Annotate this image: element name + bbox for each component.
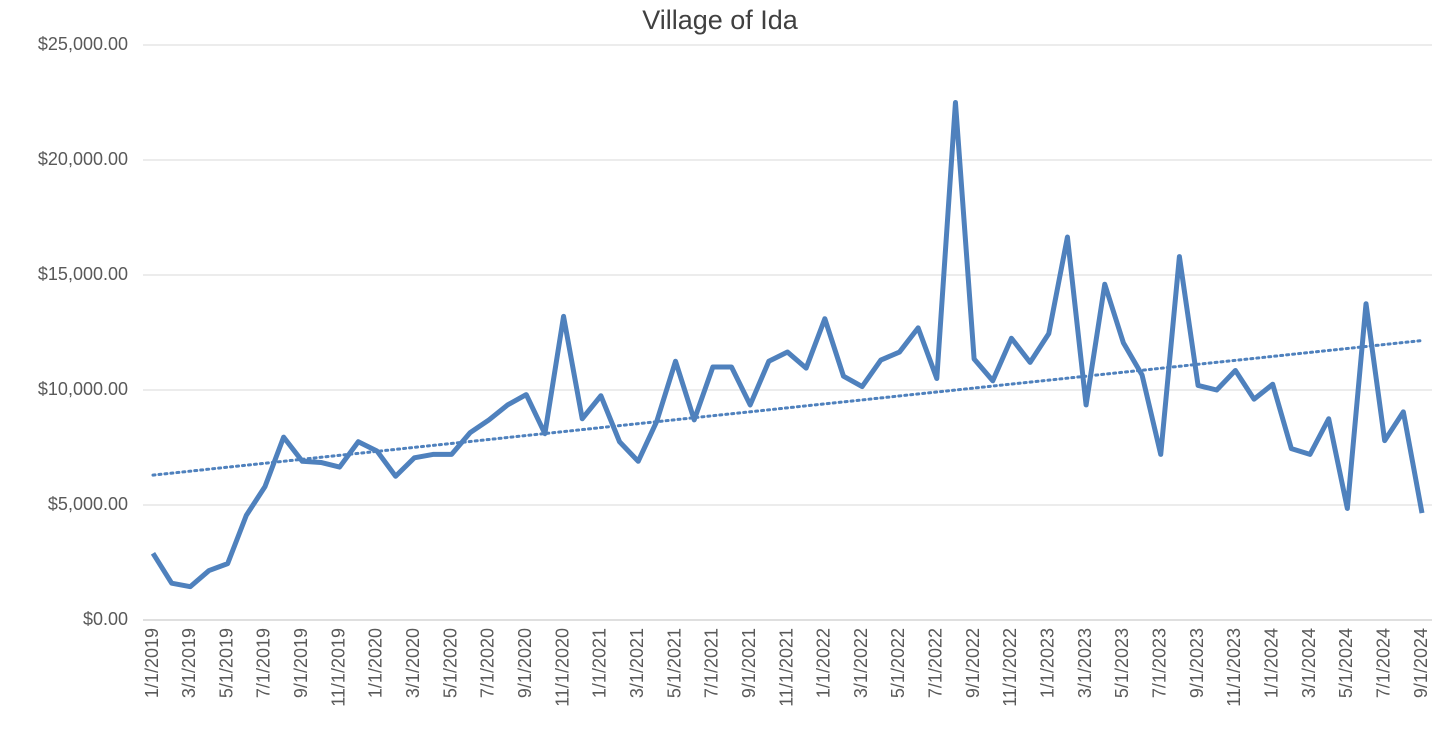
series-line — [150, 100, 1425, 590]
y-tick-label: $5,000.00 — [48, 494, 128, 514]
x-tick-label: 1/1/2022 — [814, 628, 834, 698]
x-tick-label: 5/1/2023 — [1112, 628, 1132, 698]
x-tick-label: 7/1/2024 — [1373, 628, 1393, 698]
x-tick-label: 5/1/2020 — [440, 628, 460, 698]
x-tick-label: 3/1/2022 — [851, 628, 871, 698]
x-tick-label: 9/1/2020 — [515, 628, 535, 698]
x-tick-label: 9/1/2024 — [1411, 628, 1431, 698]
x-tick-label: 3/1/2023 — [1075, 628, 1095, 698]
y-tick-label: $25,000.00 — [38, 34, 128, 54]
x-tick-label: 7/1/2021 — [702, 628, 722, 698]
x-tick-label: 9/1/2021 — [739, 628, 759, 698]
trendline — [151, 339, 1424, 477]
x-tick-label: 9/1/2022 — [963, 628, 983, 698]
x-tick-label: 5/1/2021 — [664, 628, 684, 698]
x-tick-label: 9/1/2019 — [291, 628, 311, 698]
x-tick-label: 7/1/2020 — [478, 628, 498, 698]
x-tick-label: 7/1/2019 — [254, 628, 274, 698]
x-tick-label: 3/1/2024 — [1299, 628, 1319, 698]
x-tick-label: 5/1/2024 — [1336, 628, 1356, 698]
x-tick-label: 11/1/2020 — [552, 628, 572, 707]
x-tick-label: 9/1/2023 — [1187, 628, 1207, 698]
x-tick-label: 3/1/2021 — [627, 628, 647, 698]
x-tick-label: 1/1/2019 — [142, 628, 162, 698]
x-tick-label: 1/1/2020 — [366, 628, 386, 698]
x-tick-label: 5/1/2022 — [888, 628, 908, 698]
x-tick-label: 3/1/2019 — [179, 628, 199, 698]
x-tick-label: 1/1/2021 — [590, 628, 610, 698]
x-tick-label: 11/1/2023 — [1224, 628, 1244, 707]
x-tick-label: 3/1/2020 — [403, 628, 423, 698]
x-tick-label: 11/1/2022 — [1000, 628, 1020, 707]
x-tick-label: 1/1/2023 — [1038, 628, 1058, 698]
y-tick-label: $0.00 — [83, 609, 128, 629]
x-tick-label: 5/1/2019 — [216, 628, 236, 698]
y-tick-label: $15,000.00 — [38, 264, 128, 284]
x-tick-label: 11/1/2019 — [328, 628, 348, 707]
x-tick-label: 1/1/2024 — [1261, 628, 1281, 698]
y-tick-label: $20,000.00 — [38, 149, 128, 169]
chart-title: Village of Ida — [642, 5, 799, 35]
x-tick-label: 11/1/2021 — [776, 628, 796, 707]
y-tick-label: $10,000.00 — [38, 379, 128, 399]
x-tick-label: 7/1/2023 — [1149, 628, 1169, 698]
x-tick-label: 7/1/2022 — [926, 628, 946, 698]
